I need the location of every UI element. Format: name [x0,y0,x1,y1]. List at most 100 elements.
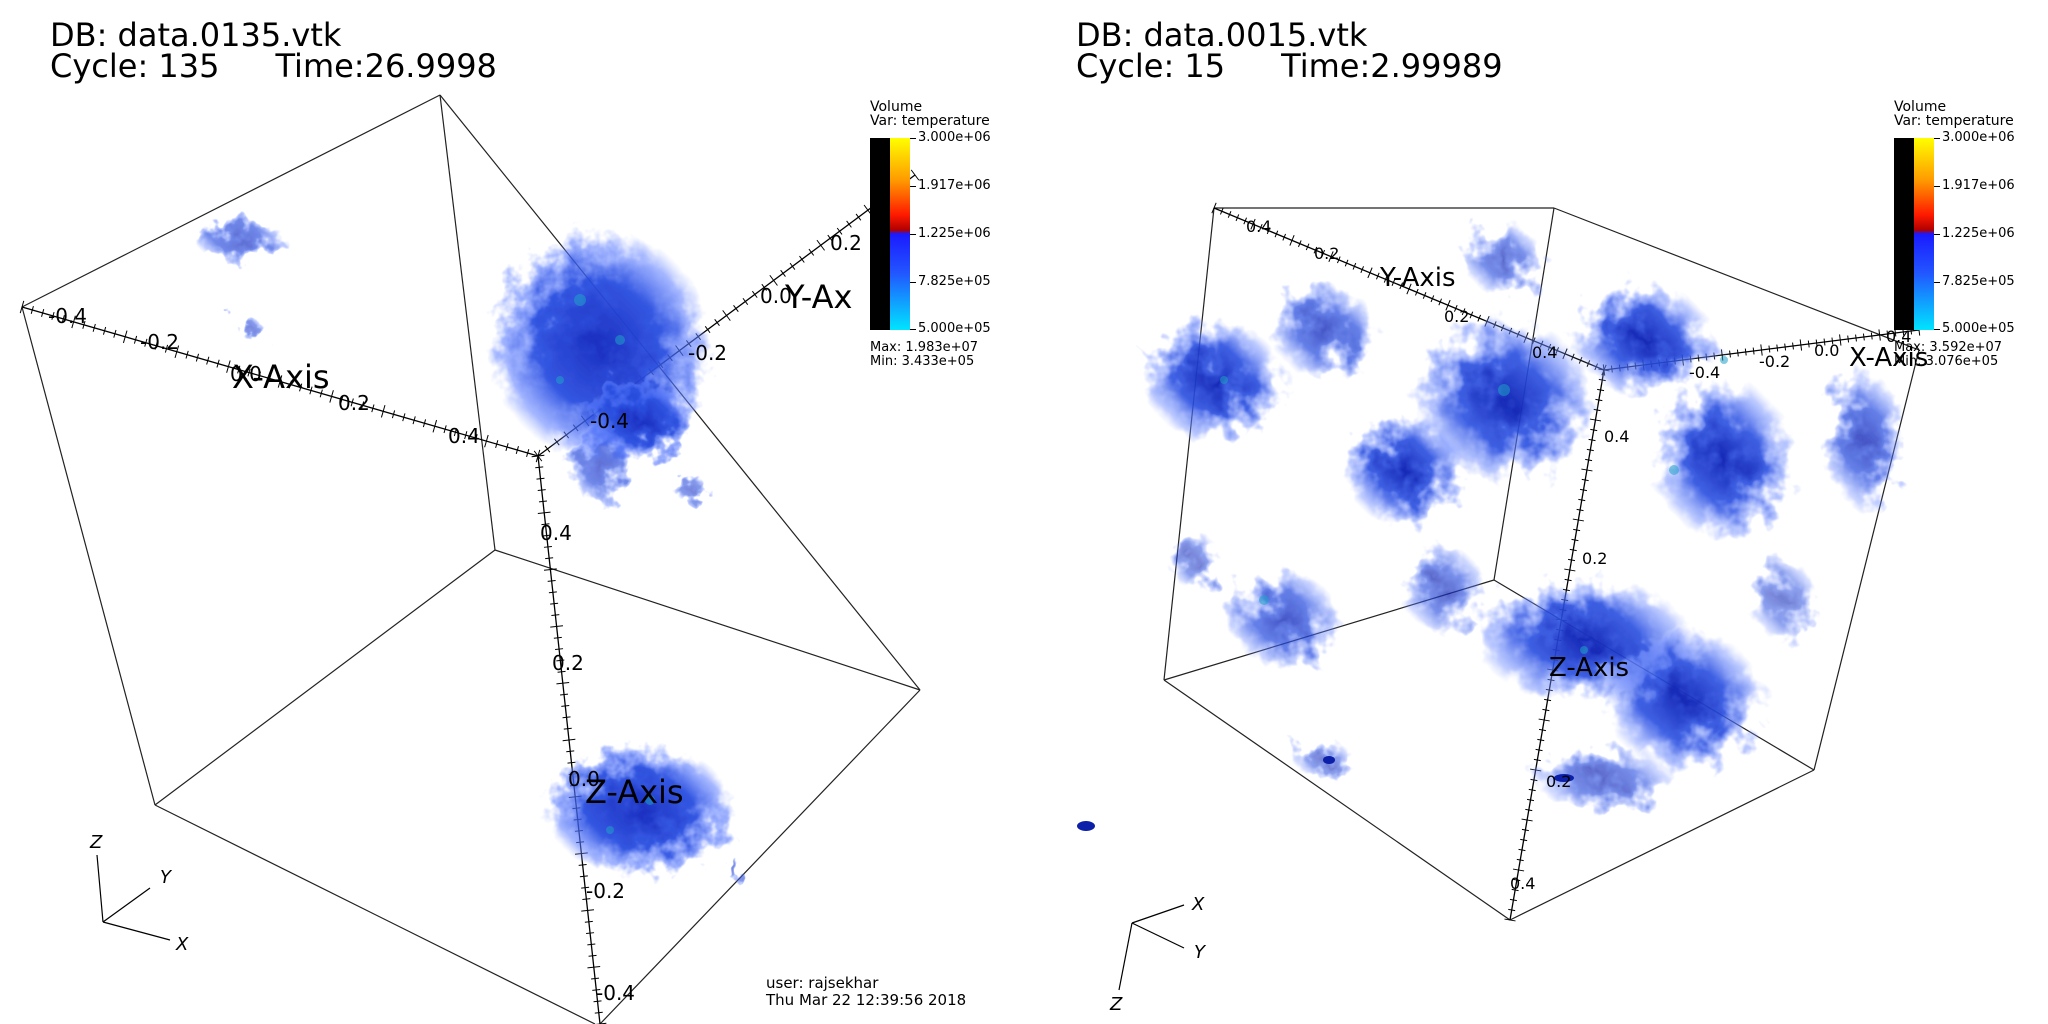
axis-tick-mark [319,389,323,398]
axis-tick-mark [299,383,303,392]
axis-tick-mark [550,602,559,605]
axis-tick-mark [561,704,570,707]
axis-tick-mark [1258,224,1263,231]
triad-x-label: X [175,934,189,955]
legend-variable: Var: temperature [870,113,990,129]
legend-tick: 7.825e+05 [1942,274,2015,289]
axis-tick-mark [1595,398,1603,402]
x-tick: 0.4 [448,424,480,448]
axis-tick-mark [92,323,96,332]
axis-tick-mark [836,227,843,235]
axis-tick-mark [789,262,796,270]
y-tick: 0.0 [760,284,792,308]
axis-tick-mark [30,305,34,314]
axis-tick-mark [1597,388,1605,392]
axis-tick-mark [113,329,117,338]
z-tick: 0.4 [1510,874,1535,893]
axis-tick-mark [593,1000,602,1003]
axis-tick-mark [537,511,551,514]
axis-tick-mark [1328,251,1334,262]
axis-tick-mark [588,954,597,957]
legend-tick: 1.917e+06 [918,178,991,193]
axis-tick-mark [1297,240,1302,248]
legend-title: Volume [1894,99,1947,115]
z-tick: -0.4 [596,981,635,1005]
axis-tick-mark [247,368,251,377]
right-visualization-window: -0.4 -0.2 0.0 0.4 0.4 0.2 0.2 0.4 0.4 0.… [1024,0,2048,1024]
axis-tick-mark [1274,230,1279,238]
axis-tick-mark [1521,828,1529,832]
axis-tick-mark [1564,578,1572,582]
axis-tick-mark [581,909,595,912]
right-color-legend: Volume Var: temperature 3.000e+06 1.917e… [1894,99,2015,369]
left-3d-scene[interactable]: -0.4 -0.2 0.0 0.2 0.4 -0.4 -0.2 0.0 0.2 … [0,0,1024,1024]
axis-tick-mark [185,350,189,359]
axis-tick-mark [1375,272,1380,280]
volume-highlights [1220,356,1728,654]
bounding-box [21,94,921,1024]
legend-tick: 1.225e+06 [918,226,991,241]
axis-tick-mark [1453,305,1458,312]
axis-tick-mark [402,413,406,422]
axis-tick-mark [1406,283,1412,295]
legend-tick: 5.000e+05 [1942,321,2015,336]
axis-tick-mark [1336,256,1341,264]
axis-tick-mark [1538,718,1550,722]
axis-tick-mark [268,374,272,383]
axis-tick-mark [1537,738,1545,742]
left-header: DB: data.0135.vtk Cycle: 135 Time:26.9998 [50,16,497,82]
y-axis-tick-labels: 0.4 0.2 0.2 0.4 [1246,217,1557,362]
axis-tick-mark [1593,408,1601,412]
axis-tick-mark [1589,418,1602,422]
legend-tick: 1.917e+06 [1942,178,2015,193]
z-axis-title: Z-Axis [585,773,684,811]
axis-tick-mark [1567,558,1576,562]
z-tick: 0.0 [568,767,600,791]
axis-tick-mark [237,365,241,374]
timestamp: Thu Mar 22 12:39:56 2018 [766,991,967,1009]
z-tick: 0.2 [552,651,584,675]
axis-tick-mark [1477,314,1482,322]
triad-y-label: Y [160,867,173,888]
left-color-legend: Volume Var: temperature 3.000e+06 1.917e… [870,100,991,369]
axis-tick-mark [1894,329,1897,337]
axis-tick-mark [1243,217,1248,225]
axis-tick-mark [1542,708,1550,712]
axis-tick-mark [1367,267,1373,279]
z-tick: 0.4 [1604,427,1629,446]
axis-tick-mark [548,591,557,594]
axis-tick-mark [1511,888,1519,892]
axis-tick-mark [371,404,375,413]
axis-tick-mark [722,310,731,321]
axis-tick-mark [816,239,825,251]
axis-tick-mark [350,398,354,407]
axis-tick-mark [1526,798,1535,802]
axis-tick-mark [1383,275,1388,283]
axis-tick-mark [1219,207,1224,215]
axis-tick-mark [464,431,468,440]
y-axis-title: Y-Axis [1379,263,1456,293]
axis-tick-mark [226,360,231,373]
axis-tick-mark [846,220,852,228]
axis-tick-mark [578,864,587,866]
axis-tick-mark [515,446,519,455]
z-tick: 0.2 [1546,772,1571,791]
axis-tick-mark [557,670,566,673]
db-name: DB: data.0135.vtk [50,16,342,54]
axis-tick-mark [1399,282,1404,290]
axis-tick-mark [1831,337,1834,345]
axis-tick-mark [1469,311,1474,319]
axis-tick-mark [550,625,564,628]
axis-tick-mark [432,419,438,433]
axis-tick-mark [1862,333,1865,341]
right-3d-scene[interactable]: -0.4 -0.2 0.0 0.4 0.4 0.2 0.2 0.4 0.4 0.… [1024,0,2048,1024]
axis-tick-mark [380,405,386,418]
time-label: Time:2.99989 [1281,47,1503,85]
axis-tick-mark [1768,345,1771,353]
volume-fragments [1077,756,1574,831]
legend-tick: 1.225e+06 [1942,226,2015,241]
axis-tick-mark [1211,202,1217,214]
axis-tick-mark [553,636,562,639]
axis-tick-mark [799,255,805,263]
axis-tick-mark [742,297,749,305]
